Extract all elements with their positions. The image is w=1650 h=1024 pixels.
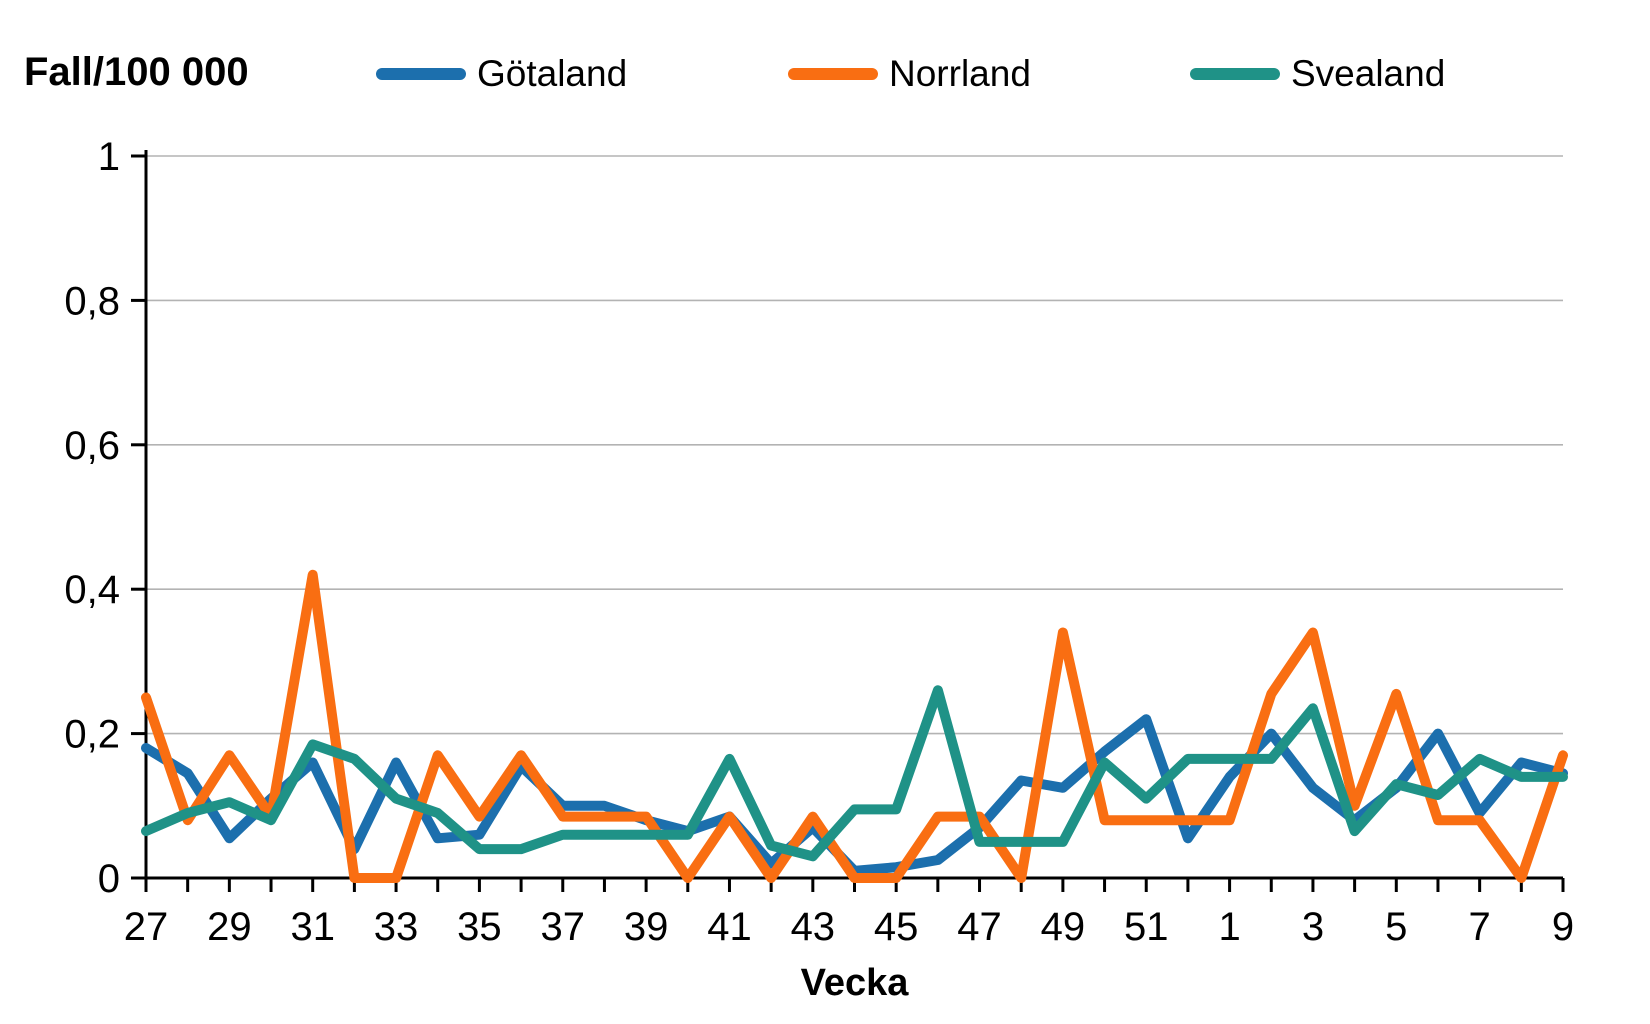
legend-item-svealand: Svealand	[1190, 52, 1445, 96]
y-tick-label: 0,6	[64, 424, 120, 468]
x-tick-label: 37	[541, 905, 586, 949]
norrland-line-swatch-icon	[788, 68, 878, 80]
x-tick-label: 5	[1385, 905, 1407, 949]
x-tick-label: 33	[374, 905, 419, 949]
legend-item-norrland: Norrland	[788, 52, 1031, 96]
y-tick-label: 0,8	[64, 279, 120, 323]
legend-label-norrland: Norrland	[889, 53, 1031, 94]
legend-label-svealand: Svealand	[1291, 53, 1446, 94]
x-tick-label: 3	[1302, 905, 1324, 949]
x-tick-label: 29	[207, 905, 252, 949]
x-tick-label: 7	[1469, 905, 1491, 949]
y-tick-label: 0	[98, 857, 120, 901]
y-tick-label: 0,2	[64, 713, 120, 757]
x-tick-label: 49	[1041, 905, 1086, 949]
y-tick-label: 1	[98, 135, 120, 179]
y-tick-label: 0,4	[64, 568, 120, 612]
x-tick-label: 45	[874, 905, 919, 949]
x-tick-label: 41	[707, 905, 752, 949]
x-tick-label: 9	[1552, 905, 1574, 949]
svealand-line-swatch-icon	[1190, 68, 1280, 80]
x-tick-label: 1	[1218, 905, 1240, 949]
legend-label-gotaland: Götaland	[477, 53, 628, 94]
x-tick-label: 39	[624, 905, 669, 949]
legend: Götaland Norrland Svealand	[0, 52, 1650, 96]
chart-title: Fall/100 000	[24, 50, 249, 94]
x-tick-label: 35	[457, 905, 502, 949]
series-line-norrland	[141, 569, 1568, 883]
x-tick-label: 31	[290, 905, 335, 949]
x-tick-label: 51	[1124, 905, 1169, 949]
x-axis-title: Vecka	[800, 962, 909, 1004]
x-tick-label: 27	[124, 905, 169, 949]
x-tick-label: 43	[791, 905, 836, 949]
legend-item-gotaland: Götaland	[376, 52, 627, 96]
series-line-svealand	[141, 685, 1568, 862]
gotaland-line-swatch-icon	[376, 68, 466, 80]
x-tick-label: 47	[957, 905, 1002, 949]
